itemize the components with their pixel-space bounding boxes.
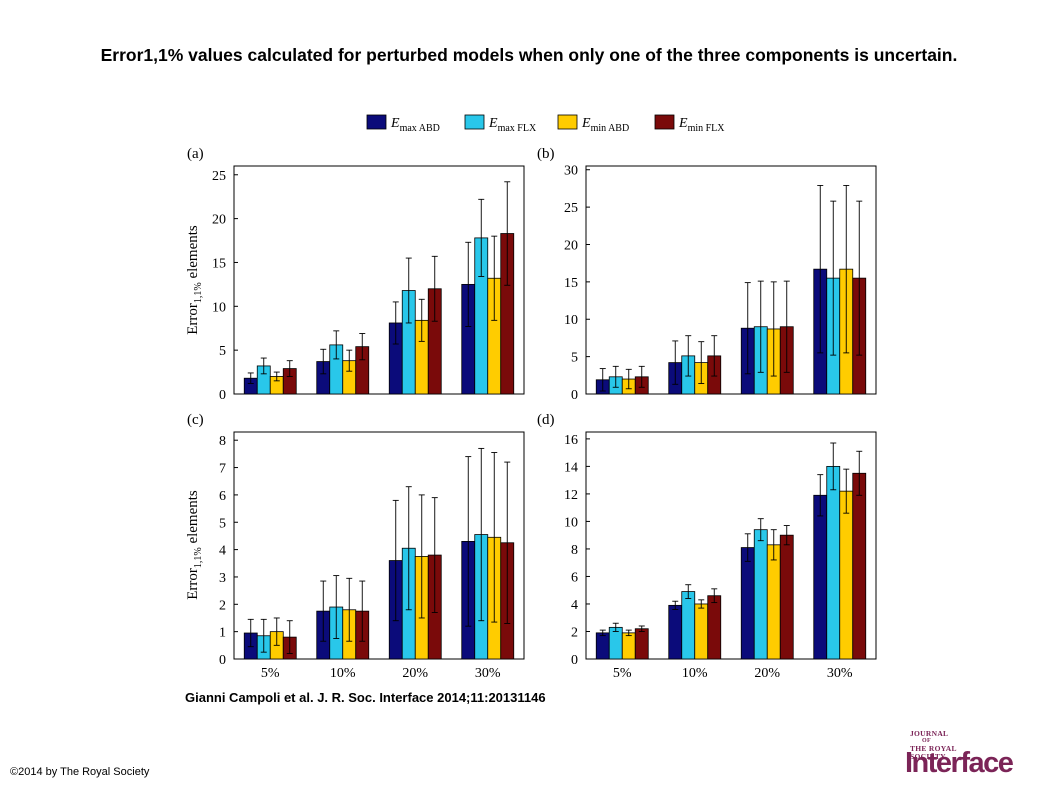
legend-swatch — [366, 114, 387, 130]
x-tick-label: 30% — [475, 666, 501, 681]
logo-small-text: JOURNAL OF THE ROYAL SOCIETY — [910, 729, 957, 761]
y-tick-label: 0 — [219, 653, 226, 668]
chart-panel: (a) Error1,1% elements 0 5 10 15 20 25 — [185, 146, 525, 403]
citation: Gianni Campoli et al. J. R. Soc. Interfa… — [185, 690, 546, 705]
journal-logo: JOURNAL OF THE ROYAL SOCIETY Interface — [905, 730, 1017, 780]
y-tick-label: 0 — [219, 388, 226, 403]
chart-panels: (a)Error1,1% elements0510152025(b)051015… — [185, 146, 877, 681]
legend-item: Emax ABD — [366, 114, 440, 134]
bar — [681, 591, 696, 660]
bar — [608, 626, 623, 660]
bar — [779, 534, 794, 660]
legend-swatch — [464, 114, 485, 130]
legend-label: Emin FLX — [678, 116, 725, 134]
y-tick-label: 3 — [219, 571, 226, 586]
legend-item: Emax FLX — [464, 114, 537, 134]
x-tick-label: 10% — [330, 666, 356, 681]
legend-item: Emin ABD — [557, 114, 629, 134]
copyright-notice: ©2014 by The Royal Society — [10, 766, 150, 778]
y-tick-label: 8 — [219, 434, 226, 449]
x-tick-label: 20% — [754, 666, 780, 681]
y-tick-label: 15 — [212, 256, 226, 271]
bar — [852, 472, 867, 660]
x-tick-label: 5% — [261, 666, 280, 681]
y-tick-label: 0 — [571, 388, 578, 403]
y-tick-label: 10 — [564, 515, 578, 530]
legend-swatch — [557, 114, 578, 130]
legend-item: Emin FLX — [654, 114, 725, 134]
y-tick-label: 10 — [564, 313, 578, 328]
bar — [595, 632, 610, 660]
logo-word: Interface — [905, 747, 1014, 779]
bar — [766, 544, 781, 660]
y-axis-label: Error1,1% elements — [185, 490, 204, 600]
y-tick-label: 4 — [571, 598, 578, 613]
bar — [753, 529, 768, 660]
y-tick-label: 25 — [564, 201, 578, 216]
y-tick-label: 14 — [564, 460, 578, 475]
y-tick-label: 5 — [219, 344, 226, 359]
y-tick-label: 6 — [571, 570, 578, 585]
y-tick-label: 2 — [571, 625, 578, 640]
x-tick-label: 30% — [827, 666, 853, 681]
legend-label: Emin ABD — [581, 116, 629, 134]
bar — [621, 632, 636, 660]
y-tick-label: 20 — [564, 238, 578, 253]
legend: Emax ABD Emax FLX Emin ABD Emin FLX — [366, 114, 725, 134]
y-tick-label: 7 — [219, 462, 226, 477]
y-tick-label: 6 — [219, 489, 226, 504]
bar — [634, 628, 649, 660]
y-tick-label: 16 — [564, 433, 578, 448]
bar — [668, 604, 683, 660]
y-tick-label: 25 — [212, 169, 226, 184]
x-tick-label: 10% — [682, 666, 708, 681]
panel-label: (d) — [537, 412, 555, 428]
x-tick-label: 20% — [402, 666, 428, 681]
y-tick-label: 12 — [564, 488, 578, 503]
bar — [813, 494, 828, 660]
x-tick-label: 5% — [613, 666, 632, 681]
y-axis-label: Error1,1% elements — [185, 225, 204, 335]
panel-label: (b) — [537, 146, 555, 162]
legend-label: Emax ABD — [390, 116, 440, 134]
y-tick-label: 8 — [571, 543, 578, 558]
chart-panel: (b) 0 5 10 15 20 25 30 — [537, 146, 877, 403]
bar — [694, 603, 709, 660]
y-tick-label: 15 — [564, 276, 578, 291]
y-tick-label: 5 — [571, 351, 578, 366]
bar — [826, 465, 841, 660]
y-tick-label: 20 — [212, 213, 226, 228]
plot-frame — [585, 431, 877, 660]
chart-panel: (d) 0 2 4 6 8 10 12 14 16 5% 10% 20% 30% — [537, 412, 877, 681]
y-tick-label: 10 — [212, 300, 226, 315]
bar — [839, 490, 854, 660]
bar — [740, 547, 755, 660]
y-tick-label: 2 — [219, 598, 226, 613]
y-tick-label: 4 — [219, 544, 226, 559]
y-tick-label: 1 — [219, 626, 226, 641]
figure-title: Error1,1% values calculated for perturbe… — [100, 45, 958, 65]
plot-frame — [585, 165, 877, 395]
y-tick-label: 5 — [219, 516, 226, 531]
y-tick-label: 30 — [564, 164, 578, 179]
plot-frame — [233, 431, 525, 660]
panel-label: (a) — [187, 146, 204, 162]
legend-label: Emax FLX — [488, 116, 537, 134]
legend-swatch — [654, 114, 675, 130]
bar — [707, 595, 722, 660]
plot-frame — [233, 165, 525, 395]
panel-label: (c) — [187, 412, 204, 428]
chart-panel: (c) Error1,1% elements 0 1 2 3 4 5 6 7 8 5% 10% 20% 30… — [185, 412, 525, 681]
y-tick-label: 0 — [571, 653, 578, 668]
